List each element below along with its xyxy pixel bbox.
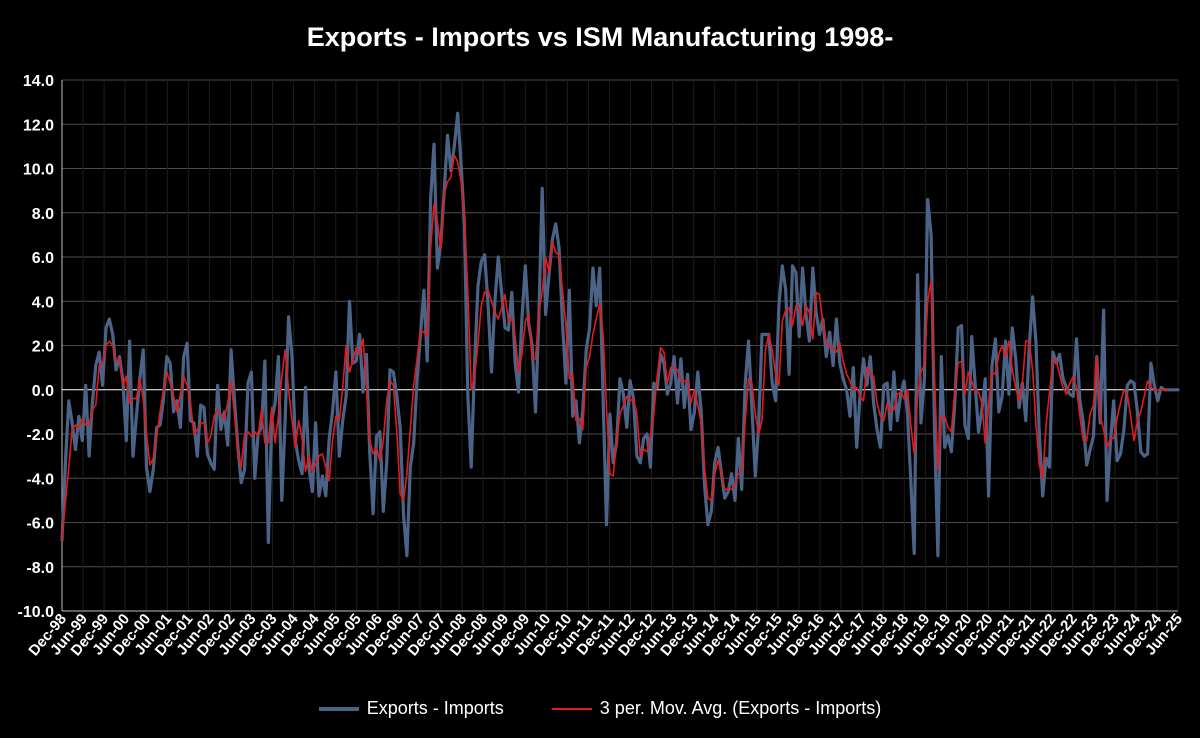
legend-swatch-raw [318, 706, 359, 711]
y-tick-label: 12.0 [23, 117, 54, 134]
y-tick-label: 2.0 [32, 339, 54, 356]
series-line-avg [61, 154, 1169, 542]
y-tick-label: -2.0 [26, 427, 54, 444]
legend-item-avg: 3 per. Mov. Avg. (Exports - Imports) [551, 698, 882, 719]
y-tick-label: -10.0 [18, 604, 55, 621]
series-line-raw [60, 111, 1180, 558]
y-tick-label: 8.0 [32, 206, 54, 223]
y-tick-label: -6.0 [26, 516, 54, 533]
y-tick-label: -4.0 [26, 471, 54, 488]
legend-label-raw: Exports - Imports [366, 698, 504, 718]
legend-swatch-avg [551, 707, 592, 710]
y-tick-label: 14.0 [23, 73, 54, 90]
legend-label-avg: 3 per. Mov. Avg. (Exports - Imports) [599, 698, 882, 718]
chart-title: Exports - Imports vs ISM Manufacturing 1… [306, 22, 894, 52]
y-tick-label: 10.0 [23, 162, 54, 179]
y-tick-label: -8.0 [26, 560, 54, 577]
y-tick-label: 6.0 [32, 250, 54, 267]
legend-item-raw: Exports - Imports [318, 698, 504, 719]
y-tick-label: 4.0 [32, 294, 54, 311]
y-tick-label: 0.0 [32, 383, 54, 400]
chart-legend: Exports - Imports 3 per. Mov. Avg. (Expo… [0, 698, 1200, 719]
